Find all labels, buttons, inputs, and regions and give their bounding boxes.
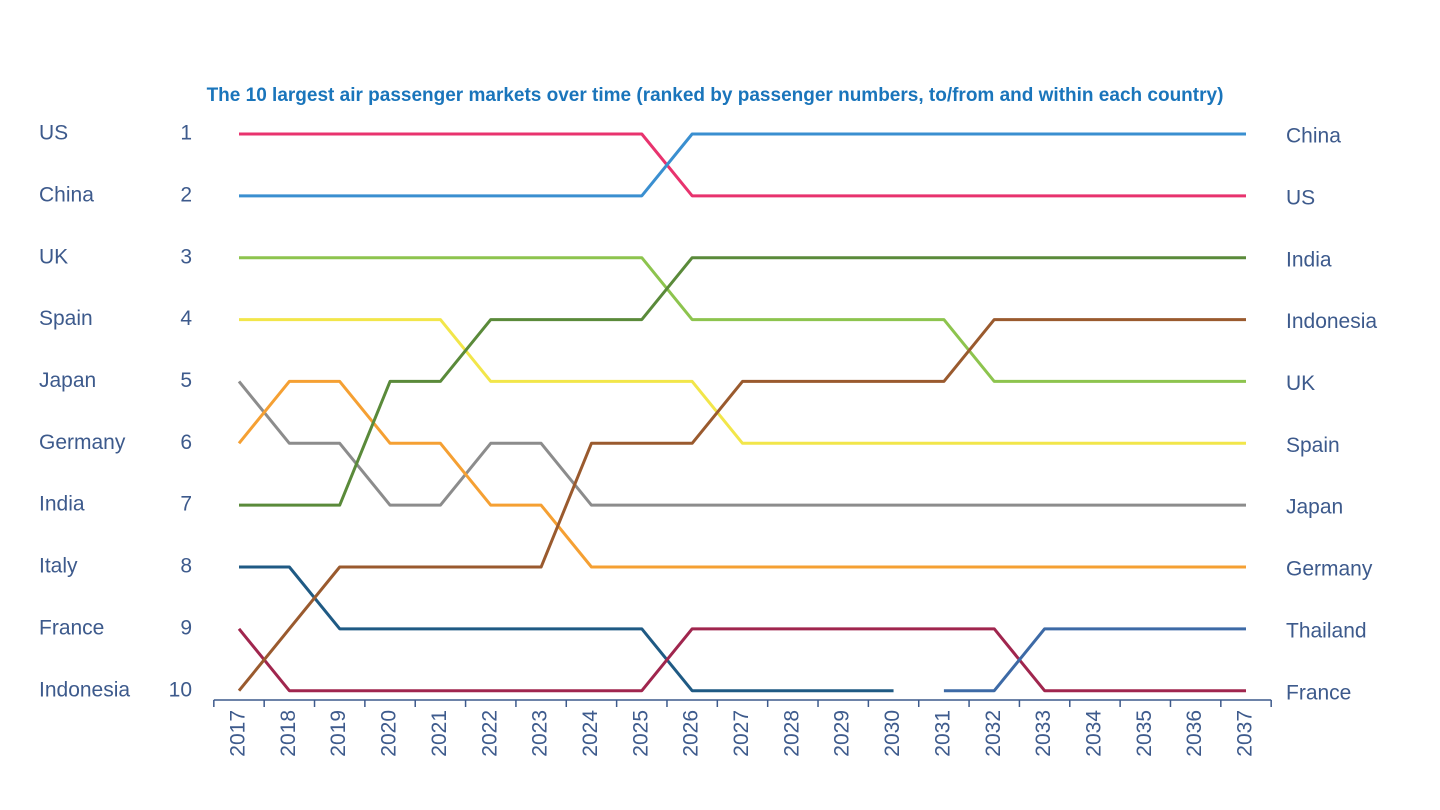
x-tick-label: 2028 xyxy=(780,710,803,757)
x-tick-label: 2021 xyxy=(428,710,451,757)
x-tick-label: 2034 xyxy=(1082,710,1105,757)
end-label: Indonesia xyxy=(1286,310,1377,333)
end-label: China xyxy=(1286,125,1341,148)
x-tick-label: 2037 xyxy=(1234,710,1257,757)
series-line xyxy=(239,256,1246,507)
start-label: France xyxy=(39,616,104,639)
y-tick-label: 6 xyxy=(180,431,192,454)
x-tick-label: 2036 xyxy=(1183,710,1206,757)
end-label: Thailand xyxy=(1286,619,1367,642)
x-tick-label: 2023 xyxy=(529,710,552,757)
x-tick-label: 2017 xyxy=(227,710,250,757)
x-tick-label: 2032 xyxy=(982,710,1005,757)
end-label: US xyxy=(1286,186,1315,209)
series-line xyxy=(237,627,1246,693)
series-line xyxy=(239,256,1246,383)
x-tick-label: 2029 xyxy=(831,710,854,757)
x-tick-label: 2025 xyxy=(629,710,652,757)
start-label: India xyxy=(39,493,85,516)
y-tick-label: 5 xyxy=(180,369,192,392)
y-tick-label: 4 xyxy=(180,307,192,330)
start-label: Italy xyxy=(39,555,78,578)
start-label: Spain xyxy=(39,307,93,330)
start-label: Japan xyxy=(39,369,96,392)
x-tick-label: 2019 xyxy=(327,710,350,757)
end-label: Germany xyxy=(1286,558,1373,581)
start-label: Germany xyxy=(39,431,126,454)
x-tick-label: 2030 xyxy=(881,710,904,757)
chart-title: The 10 largest air passenger markets ove… xyxy=(207,85,1224,106)
start-label: China xyxy=(39,183,94,206)
y-tick-label: 2 xyxy=(180,183,192,206)
y-tick-label: 9 xyxy=(180,616,192,639)
series-line xyxy=(239,565,894,693)
series-line xyxy=(237,379,1246,569)
series-line xyxy=(237,380,1246,507)
end-label: India xyxy=(1286,248,1332,271)
y-tick-label: 3 xyxy=(180,245,192,268)
end-label: UK xyxy=(1286,372,1315,395)
x-tick-label: 2024 xyxy=(579,710,602,757)
x-tick-label: 2022 xyxy=(478,710,501,757)
start-label: UK xyxy=(39,245,68,268)
end-label: Japan xyxy=(1286,496,1343,519)
y-tick-label: 1 xyxy=(180,122,192,145)
x-tick-label: 2035 xyxy=(1133,710,1156,757)
x-tick-label: 2033 xyxy=(1032,710,1055,757)
y-tick-label: 7 xyxy=(180,493,192,516)
x-tick-label: 2026 xyxy=(680,710,703,757)
series-line xyxy=(239,318,1246,445)
x-tick-label: 2031 xyxy=(931,710,954,757)
x-tick-label: 2020 xyxy=(378,710,401,757)
x-tick-label: 2027 xyxy=(730,710,753,757)
end-label: France xyxy=(1286,681,1351,704)
y-tick-label: 8 xyxy=(180,555,192,578)
series-line xyxy=(239,132,1246,198)
start-label: US xyxy=(39,122,68,145)
series-line xyxy=(237,318,1246,692)
y-tick-label: 10 xyxy=(169,678,192,701)
end-label: Spain xyxy=(1286,434,1340,457)
x-tick-label: 2018 xyxy=(277,710,300,757)
start-label: Indonesia xyxy=(39,678,130,701)
series-line xyxy=(239,132,1246,198)
series-line xyxy=(943,627,1246,693)
